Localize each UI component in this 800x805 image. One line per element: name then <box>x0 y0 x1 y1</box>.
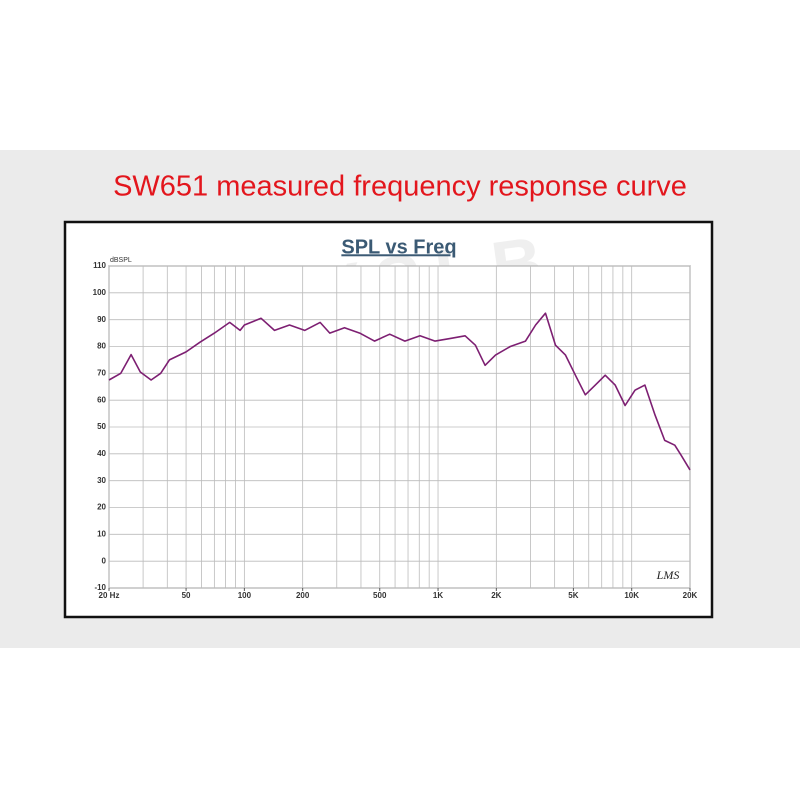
y-tick-label: 40 <box>97 449 106 458</box>
y-tick-label: 0 <box>102 556 107 565</box>
x-tick-label: 2K <box>491 591 501 600</box>
x-tick-label: 50 <box>182 591 191 600</box>
x-tick-label: 10K <box>624 591 639 600</box>
subtitle: SPL vs Freq <box>341 236 456 258</box>
y-tick-label: 110 <box>93 261 106 270</box>
x-tick-label: 100 <box>238 591 252 600</box>
y-tick-label: 80 <box>97 342 106 351</box>
y-tick-label: 50 <box>97 422 106 431</box>
y-tick-label: 100 <box>93 288 107 297</box>
y-label: dBSPL <box>110 257 132 264</box>
x-tick-label: 20 Hz <box>99 591 120 600</box>
response-curve <box>108 312 691 471</box>
y-tick-label: -10 <box>94 583 106 592</box>
y-tick-label: 90 <box>97 315 106 324</box>
chart-title: SW651 measured frequency response curve <box>113 171 687 203</box>
x-tick-label: 200 <box>296 591 310 600</box>
y-tick-label: 60 <box>97 395 106 404</box>
x-tick-label: 20K <box>683 591 698 600</box>
y-tick-label: 10 <box>97 529 106 538</box>
y-tick-label: 70 <box>97 368 106 377</box>
x-tick-label: 500 <box>373 591 387 600</box>
x-tick-label: 5K <box>568 591 578 600</box>
x-tick-label: 1K <box>433 591 443 600</box>
y-tick-label: 20 <box>97 503 106 512</box>
y-tick-label: 30 <box>97 476 106 485</box>
logo: LMS <box>656 568 680 582</box>
